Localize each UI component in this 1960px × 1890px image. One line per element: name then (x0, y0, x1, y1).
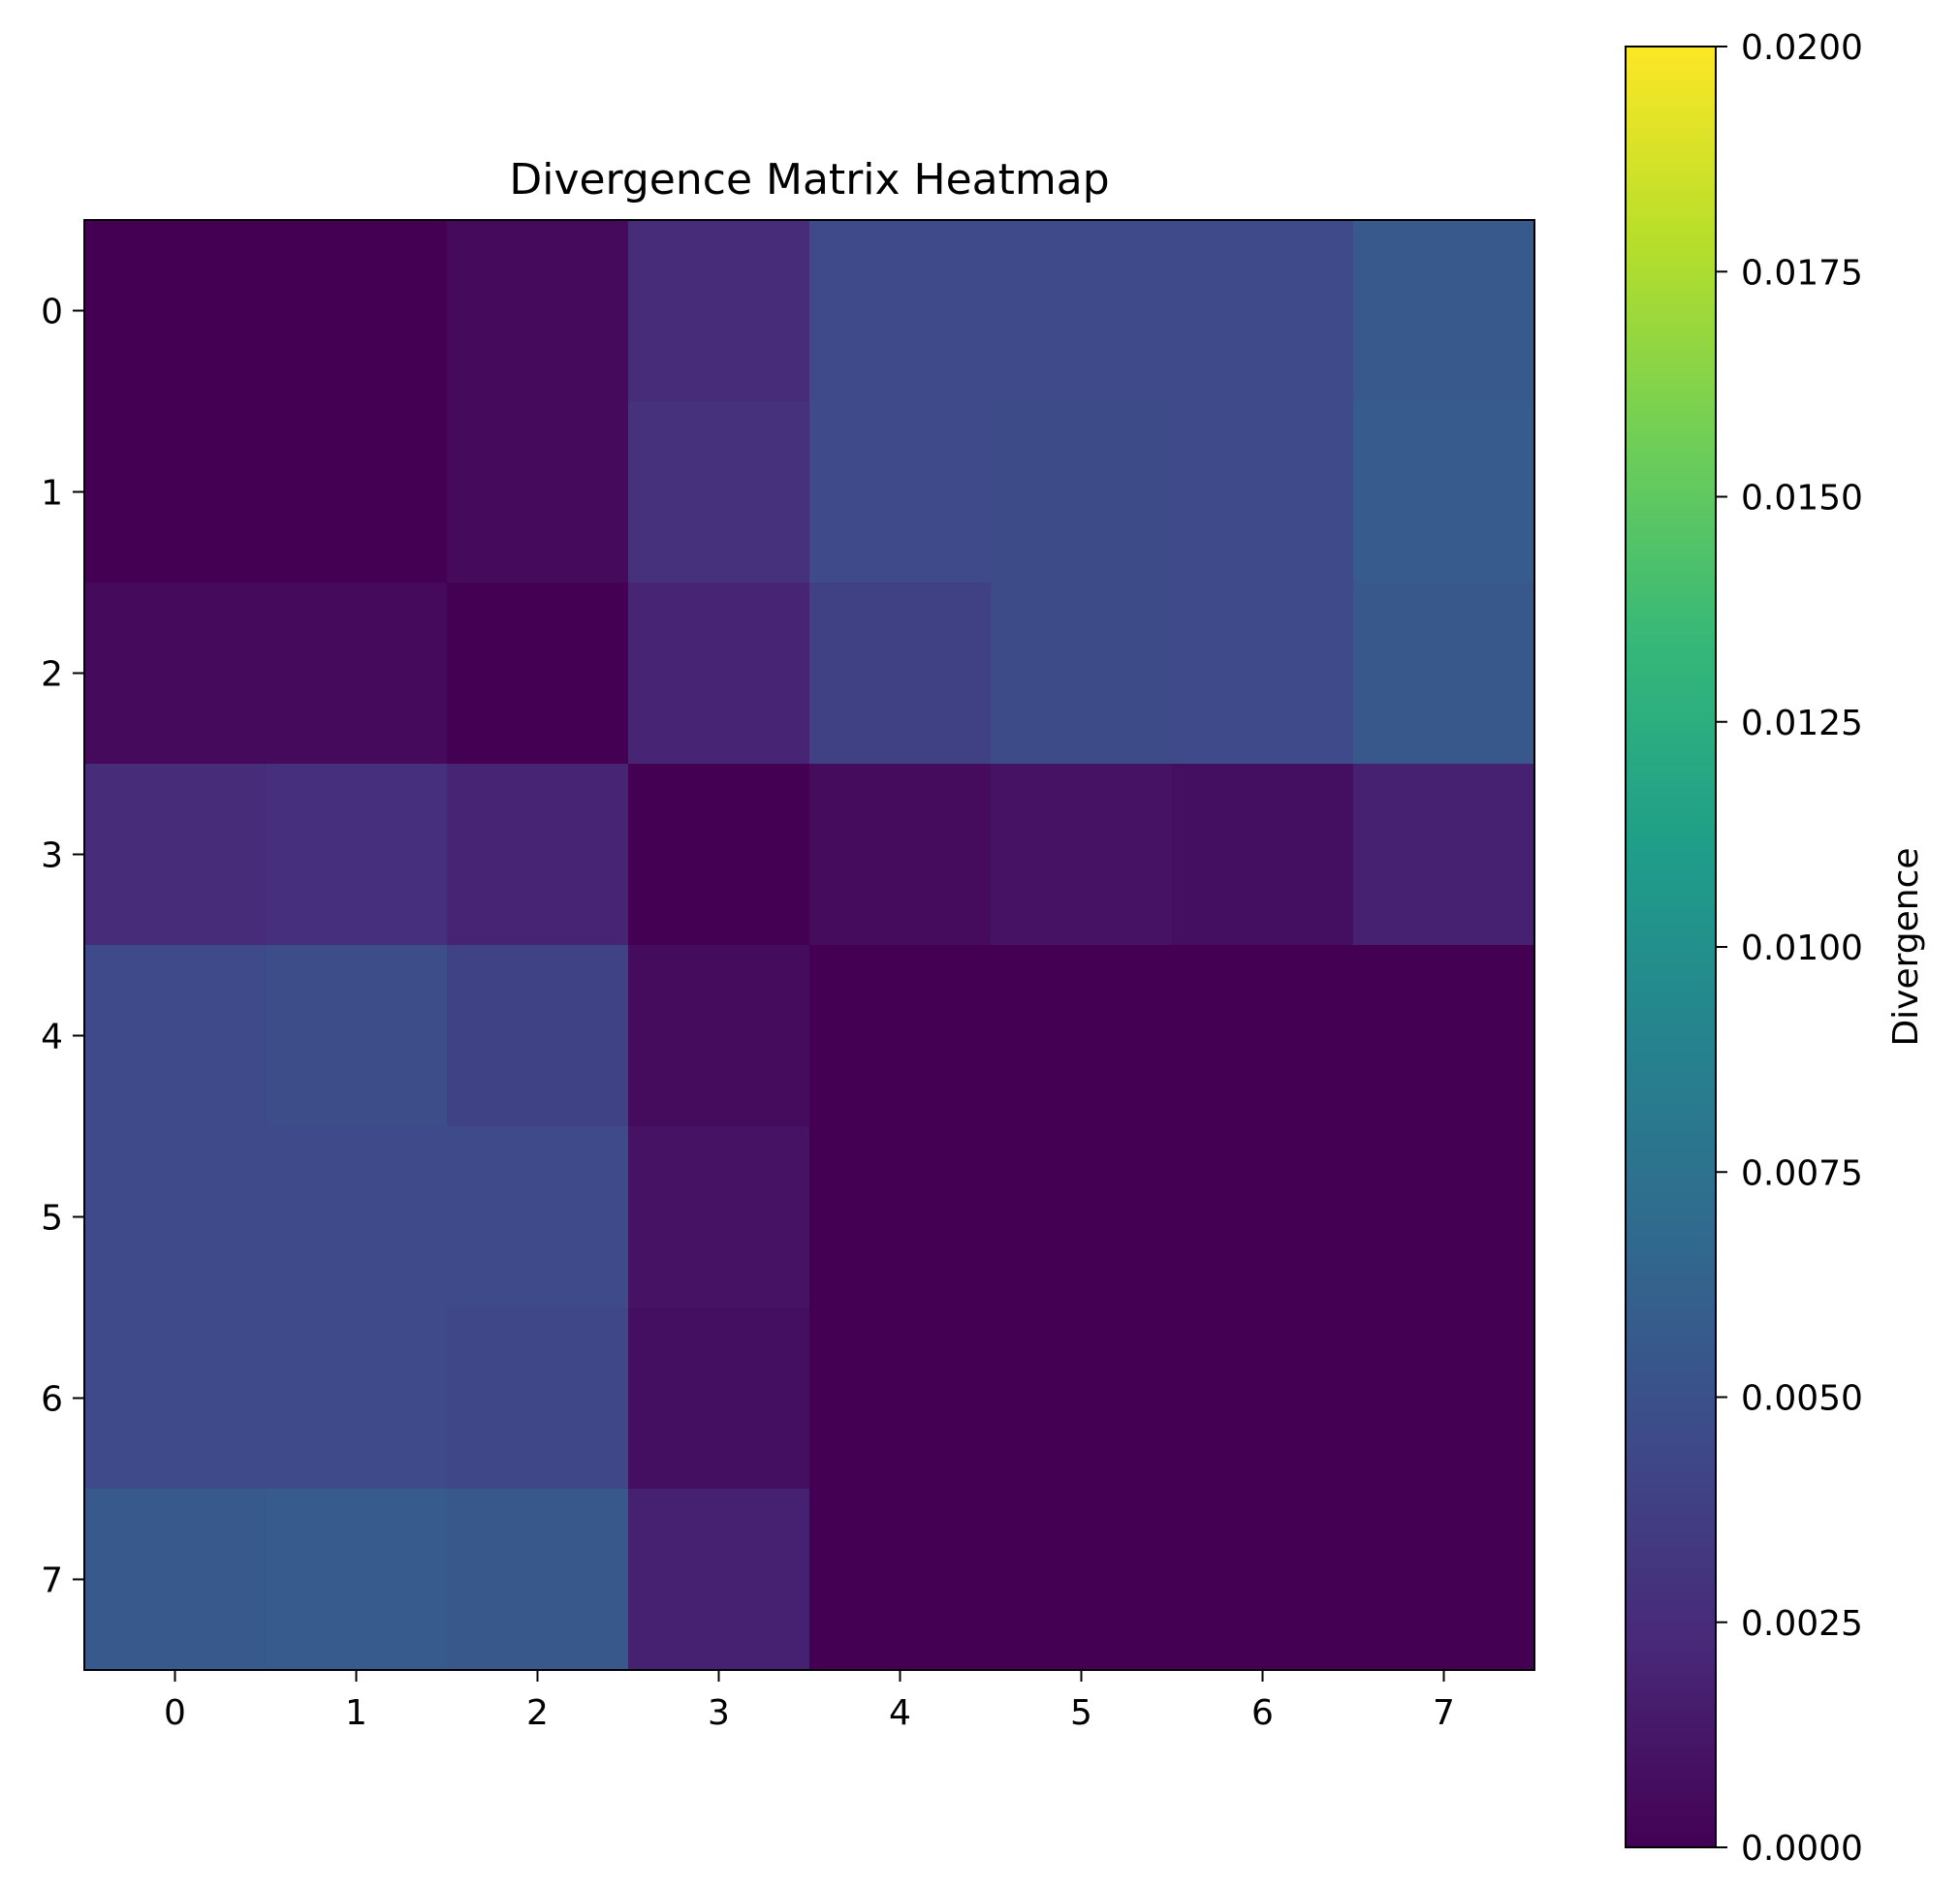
heatmap-cell-3-6 (1172, 764, 1354, 946)
colorbar (1625, 46, 1717, 1848)
x-tick-label: 4 (889, 1693, 911, 1733)
heatmap-cell-5-1 (266, 1126, 448, 1308)
colorbar-tick-label: 0.0000 (1741, 1829, 1863, 1869)
heatmap-cell-7-3 (628, 1489, 810, 1671)
y-tick-label: 1 (41, 474, 63, 514)
heatmap-cell-7-0 (84, 1489, 267, 1671)
heatmap-cell-4-0 (84, 945, 267, 1127)
x-tick-label: 7 (1433, 1693, 1455, 1733)
colorbar-tick-label: 0.0075 (1741, 1153, 1863, 1193)
heatmap-cell-0-3 (628, 220, 810, 402)
heatmap-cell-6-5 (991, 1307, 1173, 1490)
heatmap-cell-0-4 (809, 220, 992, 402)
y-axis-ticks: 0 1 2 3 4 5 6 7 (41, 293, 84, 1601)
heatmap-cell-5-2 (447, 1126, 629, 1308)
heatmap-cell-7-2 (447, 1489, 629, 1671)
x-tick-label: 2 (526, 1693, 549, 1733)
heatmap-cell-0-6 (1172, 220, 1354, 402)
heatmap-cell-0-1 (266, 220, 448, 402)
x-tick-label: 0 (164, 1693, 186, 1733)
heatmap-cell-2-7 (1353, 583, 1535, 765)
heatmap-cell-1-0 (84, 401, 267, 583)
heatmap-cell-7-6 (1172, 1489, 1354, 1671)
heatmap-cell-6-4 (809, 1307, 992, 1490)
heatmap-cell-0-5 (991, 220, 1173, 402)
colorbar-tick-label: 0.0050 (1741, 1379, 1863, 1419)
heatmap-cell-5-7 (1353, 1126, 1535, 1308)
heatmap-cell-5-4 (809, 1126, 992, 1308)
colorbar-tick-label: 0.0100 (1741, 929, 1863, 968)
plot-frame (83, 219, 1535, 1671)
heatmap-cell-1-3 (628, 401, 810, 583)
heatmap-cell-0-7 (1353, 220, 1535, 402)
y-tick-label: 6 (41, 1380, 63, 1420)
colorbar-tick-label: 0.0025 (1741, 1604, 1863, 1644)
heatmap-cell-4-7 (1353, 945, 1535, 1127)
heatmap-cell-6-3 (628, 1307, 810, 1490)
heatmap-cell-0-2 (447, 220, 629, 402)
colorbar-tick-label: 0.0200 (1741, 28, 1863, 68)
heatmap-cell-2-0 (84, 583, 267, 765)
y-tick-label: 5 (41, 1199, 63, 1239)
colorbar-ticks: 0.0000 0.0025 0.0050 0.0075 0.0100 0.0125 0.01… (1716, 28, 1863, 1869)
heatmap-cell-3-4 (809, 764, 992, 946)
colorbar-tick-label: 0.0150 (1741, 479, 1863, 519)
y-tick-label: 0 (41, 293, 63, 332)
colorbar-tick-label: 0.0125 (1741, 704, 1863, 743)
x-tick-label: 6 (1251, 1693, 1274, 1733)
heatmap-cell-5-6 (1172, 1126, 1354, 1308)
heatmap-cell-6-7 (1353, 1307, 1535, 1490)
x-tick-label: 3 (708, 1693, 730, 1733)
y-tick-label: 2 (41, 655, 63, 695)
heatmap-cell-6-2 (447, 1307, 629, 1490)
heatmap-cell-6-0 (84, 1307, 267, 1490)
y-tick-label: 4 (41, 1018, 63, 1057)
heatmap-cell-2-2 (447, 583, 629, 765)
heatmap-cell-3-0 (84, 764, 267, 946)
heatmap-cell-6-1 (266, 1307, 448, 1490)
x-axis-ticks: 0 1 2 3 4 5 6 7 (164, 1670, 1455, 1733)
heatmap-cell-4-2 (447, 945, 629, 1127)
heatmap-cell-1-4 (809, 401, 992, 583)
heatmap-cell-6-6 (1172, 1307, 1354, 1490)
heatmap-cell-2-1 (266, 583, 448, 765)
heatmap-cell-3-1 (266, 764, 448, 946)
heatmap-cell-2-6 (1172, 583, 1354, 765)
heatmap-cell-7-4 (809, 1489, 992, 1671)
colorbar-label: Divergence (1886, 847, 1926, 1046)
heatmap-cell-1-5 (991, 401, 1173, 583)
heatmap-cell-1-1 (266, 401, 448, 583)
heatmap-cells (84, 220, 1535, 1671)
heatmap-cell-1-6 (1172, 401, 1354, 583)
x-tick-label: 1 (345, 1693, 367, 1733)
heatmap-cell-4-5 (991, 945, 1173, 1127)
y-tick-label: 3 (41, 836, 63, 876)
heatmap-cell-4-1 (266, 945, 448, 1127)
x-tick-label: 5 (1070, 1693, 1092, 1733)
heatmap-cell-3-5 (991, 764, 1173, 946)
heatmap-cell-4-4 (809, 945, 992, 1127)
heatmap-cell-7-5 (991, 1489, 1173, 1671)
y-tick-label: 7 (41, 1561, 63, 1601)
chart-title: Divergence Matrix Heatmap (509, 155, 1109, 205)
heatmap-cell-0-0 (84, 220, 267, 402)
heatmap-cell-4-6 (1172, 945, 1354, 1127)
heatmap-cell-4-3 (628, 945, 810, 1127)
heatmap-cell-1-2 (447, 401, 629, 583)
colorbar-tick-label: 0.0175 (1741, 253, 1863, 293)
heatmap-cell-7-7 (1353, 1489, 1535, 1671)
heatmap-cell-5-3 (628, 1126, 810, 1308)
heatmap-cell-7-1 (266, 1489, 448, 1671)
heatmap-cell-5-0 (84, 1126, 267, 1308)
heatmap-cell-3-2 (447, 764, 629, 946)
heatmap-cell-3-7 (1353, 764, 1535, 946)
heatmap-cell-2-4 (809, 583, 992, 765)
heatmap-cell-5-5 (991, 1126, 1173, 1308)
heatmap-cell-2-3 (628, 583, 810, 765)
heatmap-cell-1-7 (1353, 401, 1535, 583)
heatmap-cell-2-5 (991, 583, 1173, 765)
heatmap-cell-3-3 (628, 764, 810, 946)
